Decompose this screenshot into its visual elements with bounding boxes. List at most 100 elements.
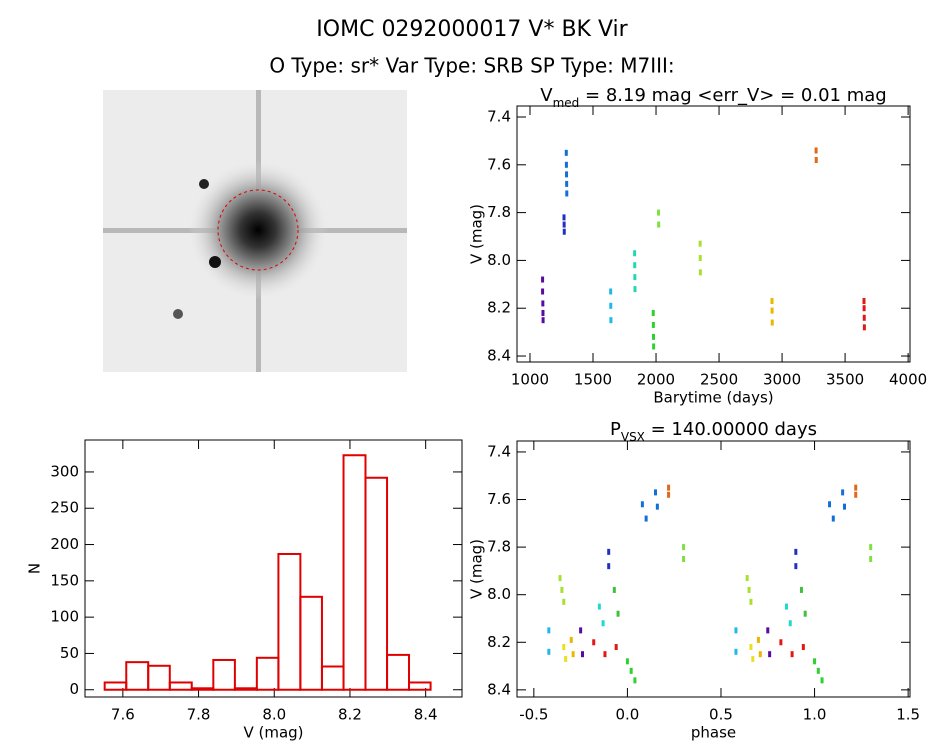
data-point (657, 221, 661, 228)
data-point (770, 298, 774, 305)
data-point (565, 180, 569, 187)
data-point (854, 491, 858, 498)
data-point (734, 648, 738, 655)
histogram-bar (255, 656, 280, 691)
x-tick-label: 8.4 (414, 706, 438, 724)
y-tick-label: 0 (69, 680, 79, 698)
histogram-bar (277, 552, 302, 691)
x-tick-label: 3000 (763, 371, 801, 389)
data-point (633, 262, 637, 269)
x-tick-label: 4000 (889, 371, 927, 389)
data-point (653, 489, 657, 496)
data-point (749, 598, 753, 605)
y-tick-label: 200 (50, 535, 79, 553)
data-point (794, 563, 798, 570)
histogram-bar (125, 661, 150, 691)
data-point (581, 651, 584, 658)
data-point (541, 317, 545, 324)
data-point (682, 544, 686, 551)
data-point (734, 627, 738, 634)
histogram-bar (342, 454, 367, 691)
data-point (758, 651, 762, 658)
plot-frame (516, 440, 911, 698)
data-point (667, 491, 671, 498)
data-point (562, 228, 566, 235)
y-tick-label: 300 (50, 462, 79, 480)
data-point (562, 214, 566, 221)
data-point (652, 333, 656, 340)
x-tick-label: 1000 (511, 371, 549, 389)
x-axis-label: V (mag) (243, 724, 303, 742)
data-point (607, 548, 611, 555)
page-subtitle: O Type: sr* Var Type: SRB SP Type: M7III… (269, 54, 674, 78)
x-tick-label: 8.0 (262, 706, 286, 724)
y-tick-label: 250 (50, 499, 79, 517)
x-tick-label: 8.2 (338, 706, 362, 724)
data-point (640, 501, 644, 508)
x-tick-label: 1500 (574, 371, 612, 389)
chart-title-part: V (540, 85, 553, 106)
data-point (651, 321, 655, 328)
data-point (756, 636, 760, 643)
histogram-bar (233, 687, 258, 691)
y-tick-label: 8.2 (487, 633, 511, 651)
histogram-bar (386, 653, 411, 691)
data-point (779, 639, 783, 646)
y-tick-label: 8.4 (487, 680, 511, 698)
data-point (698, 240, 702, 247)
data-point (768, 651, 772, 658)
data-point (843, 503, 846, 510)
histogram-bar (320, 665, 345, 691)
data-point (814, 147, 818, 154)
data-point (612, 586, 616, 593)
x-tick-label: 2500 (700, 371, 738, 389)
histogram-bar (299, 595, 323, 691)
data-point (565, 171, 569, 178)
data-point (770, 319, 774, 326)
data-point (862, 298, 866, 305)
chart-title-part: = 140.00000 days (645, 419, 817, 440)
chart-title: Vmed = 8.19 mag <err_V> = 0.01 mag (540, 85, 886, 110)
x-tick-label: 0.0 (615, 706, 639, 724)
data-point (854, 484, 858, 491)
y-tick-label: 8.0 (487, 585, 511, 603)
data-point (562, 644, 566, 651)
data-point (698, 269, 702, 276)
data-point (766, 627, 770, 634)
data-point (609, 288, 613, 295)
chart-title-part: P (610, 419, 621, 440)
chart-title-part: VSX (621, 430, 645, 444)
x-tick-label: 0.5 (709, 706, 733, 724)
data-point (541, 309, 545, 316)
data-point (841, 489, 845, 496)
data-point (745, 575, 749, 582)
data-point (629, 667, 633, 674)
data-point (614, 644, 618, 651)
data-point (607, 563, 611, 570)
x-tick-label: 1.0 (803, 706, 827, 724)
data-point (862, 305, 866, 312)
data-point (657, 209, 661, 216)
histogram-bar (364, 476, 389, 691)
plot-frame (516, 105, 911, 363)
x-tick-label: 3500 (826, 371, 864, 389)
chart-title: PVSX = 140.00000 days (610, 419, 817, 444)
data-point (770, 307, 774, 314)
y-tick-label: 7.4 (487, 107, 511, 125)
data-point (569, 636, 573, 643)
y-axis-label: V (mag) (468, 539, 486, 599)
data-point (644, 515, 648, 522)
y-tick-label: 150 (50, 571, 79, 589)
data-point (547, 627, 551, 634)
y-tick-label: 7.8 (487, 538, 511, 556)
data-point (869, 556, 873, 563)
data-point (547, 648, 551, 655)
data-point (784, 603, 788, 610)
data-point (609, 302, 613, 309)
y-axis-label: V (mag) (468, 204, 486, 264)
data-point (813, 658, 817, 665)
y-tick-label: 8.4 (487, 347, 511, 365)
y-tick-label: 8.0 (487, 251, 511, 269)
data-point (565, 190, 569, 197)
